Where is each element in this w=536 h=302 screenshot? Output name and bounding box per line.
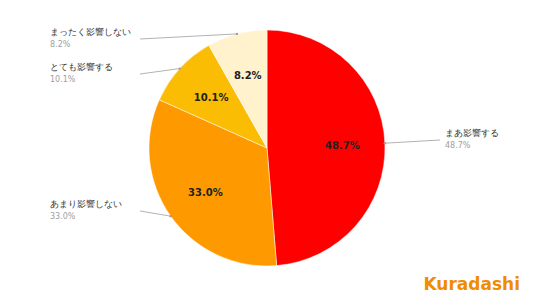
category-value: 33.0% <box>50 212 76 221</box>
chart-svg: 48.7% まあ影響する 48.7% 33.0% あまり影響しない 33.0% 10.1% と… <box>0 0 536 302</box>
labels: 48.7% まあ影響する 48.7% 33.0% あまり影響しない 33.0% 10.1% と… <box>50 27 499 221</box>
leader-dot <box>384 142 386 144</box>
leader-dot <box>169 215 171 217</box>
pie-slice <box>267 30 385 266</box>
leader-dot <box>179 67 181 69</box>
category-label: まあ影響する <box>445 128 499 138</box>
category-label: まったく影響しない <box>50 27 131 37</box>
leader-line <box>140 69 180 74</box>
data-label: 8.2% <box>234 70 262 81</box>
category-value: 8.2% <box>50 40 71 49</box>
category-value: 48.7% <box>445 141 471 150</box>
pie-slice <box>209 30 267 148</box>
background <box>0 0 536 302</box>
data-label: 10.1% <box>194 92 229 103</box>
category-label: あまり影響しない <box>50 199 122 209</box>
leader-line <box>140 34 237 39</box>
category-label: とても影響する <box>50 62 113 72</box>
logo: Kuradashi <box>423 274 520 294</box>
data-label: 33.0% <box>188 187 223 198</box>
leader-dot <box>236 33 238 35</box>
category-value: 10.1% <box>50 75 76 84</box>
data-label: 48.7% <box>325 140 360 151</box>
leader-line <box>140 211 171 216</box>
slices <box>149 30 385 266</box>
leader-line <box>385 140 440 143</box>
chart-container: 48.7% まあ影響する 48.7% 33.0% あまり影響しない 33.0% 10.1% と… <box>0 0 536 302</box>
